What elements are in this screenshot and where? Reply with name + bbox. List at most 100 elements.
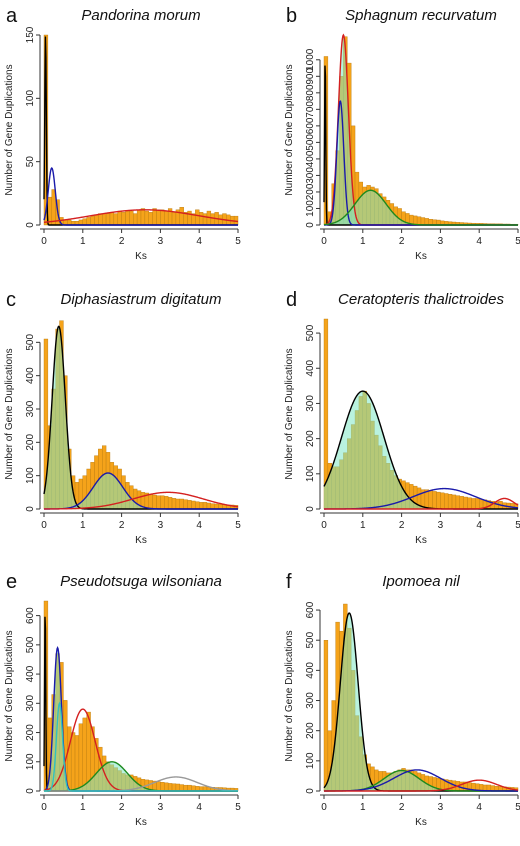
bar xyxy=(214,503,219,510)
y-tick-label: 700 xyxy=(305,101,316,118)
y-tick-label: 500 xyxy=(305,631,316,648)
bar xyxy=(202,213,208,226)
bar xyxy=(90,215,95,226)
x-tick-label: 2 xyxy=(119,520,125,531)
panel-letter: a xyxy=(6,5,18,27)
bar xyxy=(156,209,161,226)
bar xyxy=(432,219,437,226)
bar xyxy=(148,212,153,226)
y-tick-label: 150 xyxy=(25,26,36,43)
y-tick-label: 600 xyxy=(25,607,36,624)
bar xyxy=(171,212,177,226)
bar xyxy=(160,495,165,510)
bar xyxy=(467,497,472,510)
y-tick-label: 200 xyxy=(305,430,316,447)
bar xyxy=(416,216,422,226)
bar xyxy=(152,494,157,510)
y-tick-label: 100 xyxy=(25,753,36,770)
y-axis-label: Number of Gene Duplications xyxy=(4,348,15,479)
x-tick-label: 1 xyxy=(360,236,366,247)
bar xyxy=(323,640,329,792)
bar xyxy=(183,499,188,510)
bar xyxy=(113,213,118,226)
mixture-curve xyxy=(44,701,238,792)
y-tick-label: 50 xyxy=(25,156,36,168)
x-tick-label: 0 xyxy=(41,236,47,247)
bar xyxy=(152,208,157,226)
bar xyxy=(420,217,426,226)
y-tick-label: 300 xyxy=(305,692,316,709)
bar xyxy=(447,779,453,792)
y-tick-label: 100 xyxy=(305,200,316,217)
y-tick-label: 0 xyxy=(25,788,36,794)
panel-letter: b xyxy=(286,5,297,27)
bar xyxy=(463,496,468,510)
x-tick-label: 5 xyxy=(515,802,520,813)
bar xyxy=(78,219,83,226)
y-tick-label: 500 xyxy=(305,324,316,341)
bar xyxy=(105,213,111,226)
y-tick-label: 900 xyxy=(305,68,316,85)
y-tick-label: 400 xyxy=(305,359,316,376)
y-tick-label: 100 xyxy=(25,90,36,107)
y-tick-label: 500 xyxy=(25,636,36,653)
bar xyxy=(195,209,200,226)
y-tick-label: 100 xyxy=(305,465,316,482)
y-tick-label: 400 xyxy=(305,150,316,167)
y-tick-label: 100 xyxy=(305,752,316,769)
y-tick-label: 200 xyxy=(25,724,36,741)
mixture-curve xyxy=(323,390,518,510)
y-tick-label: 0 xyxy=(25,506,36,512)
bar xyxy=(191,785,196,792)
panel-title: Diphasiastrum digitatum xyxy=(61,291,222,308)
bar xyxy=(164,210,169,226)
panel-letter: c xyxy=(6,289,16,311)
component-fill xyxy=(44,326,238,509)
x-tick-label: 1 xyxy=(80,236,86,247)
component-fill xyxy=(324,613,518,791)
x-tick-label: 2 xyxy=(399,520,405,531)
bar xyxy=(195,501,200,510)
component-fill xyxy=(324,391,518,509)
panel-letter: e xyxy=(6,571,17,593)
bar xyxy=(175,783,180,792)
y-tick-label: 400 xyxy=(305,662,316,679)
panel-d: d Ceratopteris thalictroides 0 1 2 3 4 5 0 100 200… xyxy=(284,289,520,546)
panel-title: Pandorina morum xyxy=(81,7,200,24)
bar xyxy=(195,786,200,792)
bar xyxy=(428,490,433,510)
bar xyxy=(455,495,461,510)
bar xyxy=(160,209,165,226)
y-tick-label: 300 xyxy=(305,395,316,412)
x-tick-label: 3 xyxy=(158,236,164,247)
component-fill xyxy=(44,647,238,791)
x-tick-label: 0 xyxy=(321,520,327,531)
bar xyxy=(140,208,146,226)
bar xyxy=(179,784,184,792)
mixture-curve xyxy=(324,779,519,792)
panel-b: b Sphagnum recurvatum 0 1 2 3 4 5 0 1002003004005… xyxy=(284,5,520,262)
mixture-curve xyxy=(324,497,519,510)
bar xyxy=(133,213,138,226)
y-tick-label: 200 xyxy=(305,722,316,739)
bar xyxy=(187,210,192,226)
panel-letter: f xyxy=(286,571,292,593)
bar xyxy=(167,497,173,510)
bar xyxy=(459,496,464,510)
panel-c: c Diphasiastrum digitatum 0 1 2 3 4 5 0 100 200 300… xyxy=(4,289,241,546)
y-tick-label: 0 xyxy=(305,506,316,512)
bar xyxy=(179,498,184,510)
panel-title: Ipomoea nil xyxy=(382,573,460,590)
x-tick-label: 0 xyxy=(41,520,47,531)
mixture-curve xyxy=(43,209,239,223)
y-axis-label: Number of Gene Duplications xyxy=(284,64,295,195)
x-tick-label: 4 xyxy=(476,802,482,813)
component-fill xyxy=(44,761,238,791)
bar xyxy=(171,498,177,510)
bar xyxy=(447,494,453,510)
x-tick-label: 4 xyxy=(476,236,482,247)
y-tick-label: 300 xyxy=(305,167,316,184)
bar xyxy=(475,498,480,510)
